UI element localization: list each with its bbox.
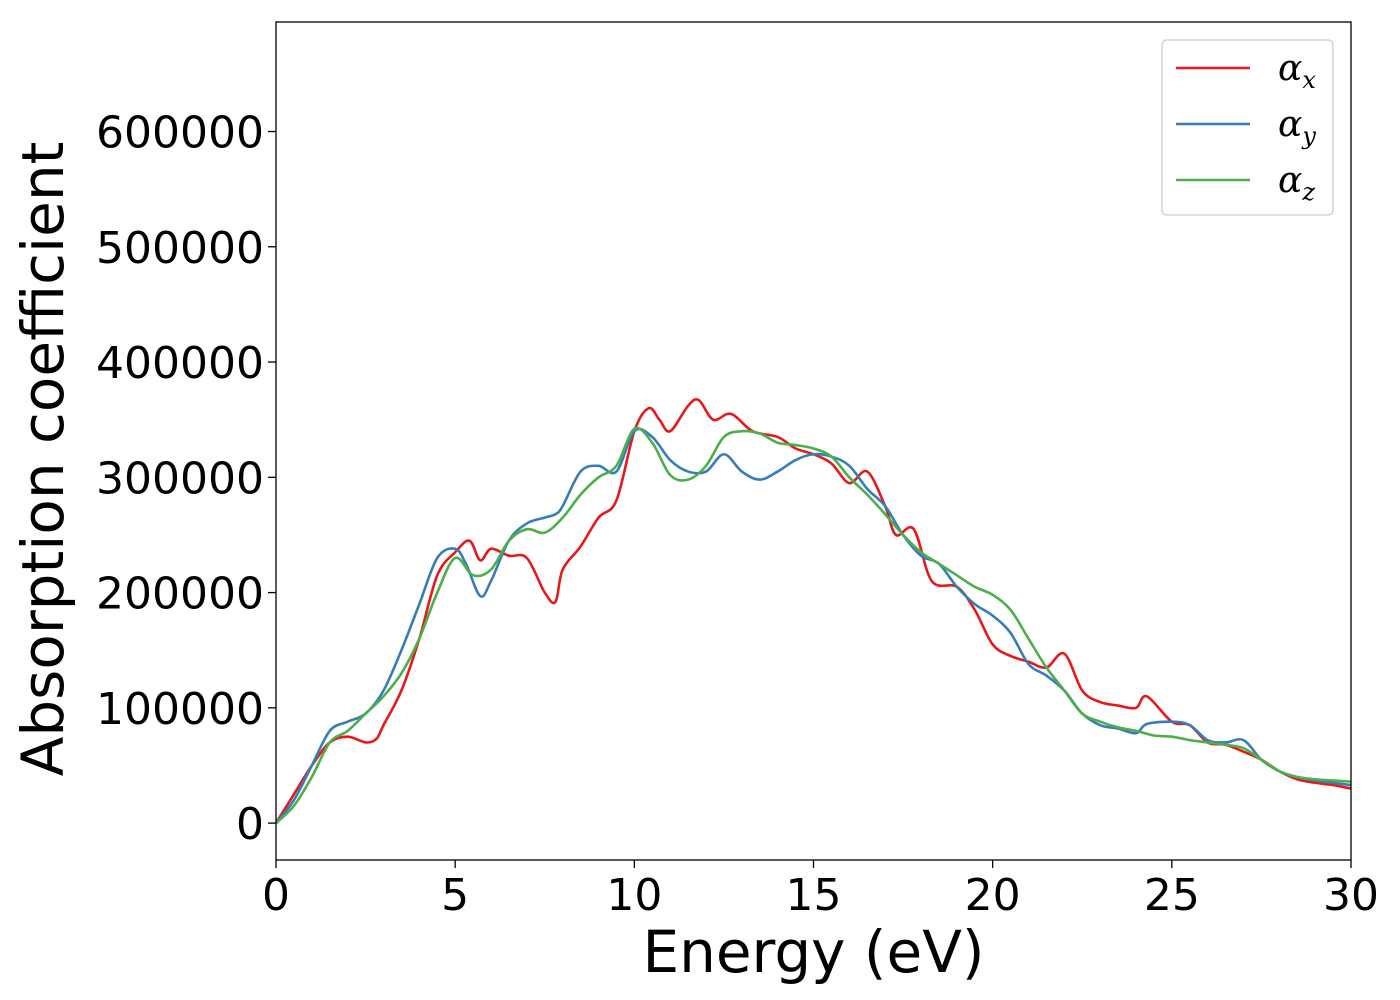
series-line-x xyxy=(276,397,1351,825)
x-tick-label: 10 xyxy=(606,870,662,921)
x-tick-label: 20 xyxy=(965,870,1021,921)
series-line-z xyxy=(276,426,1351,825)
y-tick-label: 500000 xyxy=(96,223,264,274)
y-axis-ticks: 0 100000 200000 300000 400000 500000 600000 xyxy=(96,108,276,850)
y-tick-label: 300000 xyxy=(96,453,264,504)
legend-label-y: αy xyxy=(1278,104,1316,150)
x-tick-label: 25 xyxy=(1144,870,1200,921)
legend: αx αy αz xyxy=(1161,39,1334,216)
y-axis-label: Absorption coefficient xyxy=(9,142,77,777)
y-tick-label: 200000 xyxy=(96,569,264,620)
series-layer xyxy=(276,397,1351,825)
y-tick-label: 0 xyxy=(236,799,264,850)
x-tick-label: 15 xyxy=(786,870,842,921)
legend-label-x: αx xyxy=(1278,48,1316,94)
x-axis-label: Energy (eV) xyxy=(642,918,984,986)
legend-label-z: αz xyxy=(1278,160,1315,206)
y-tick-label: 600000 xyxy=(96,108,264,159)
y-tick-label: 100000 xyxy=(96,684,264,735)
x-tick-label: 30 xyxy=(1323,870,1379,921)
x-axis-ticks: 0 5 10 15 20 25 30 xyxy=(262,860,1379,921)
x-tick-label: 0 xyxy=(262,870,290,921)
y-tick-label: 400000 xyxy=(96,338,264,389)
x-tick-label: 5 xyxy=(441,870,469,921)
series-line-y xyxy=(276,427,1351,825)
legend-box xyxy=(1161,39,1334,216)
